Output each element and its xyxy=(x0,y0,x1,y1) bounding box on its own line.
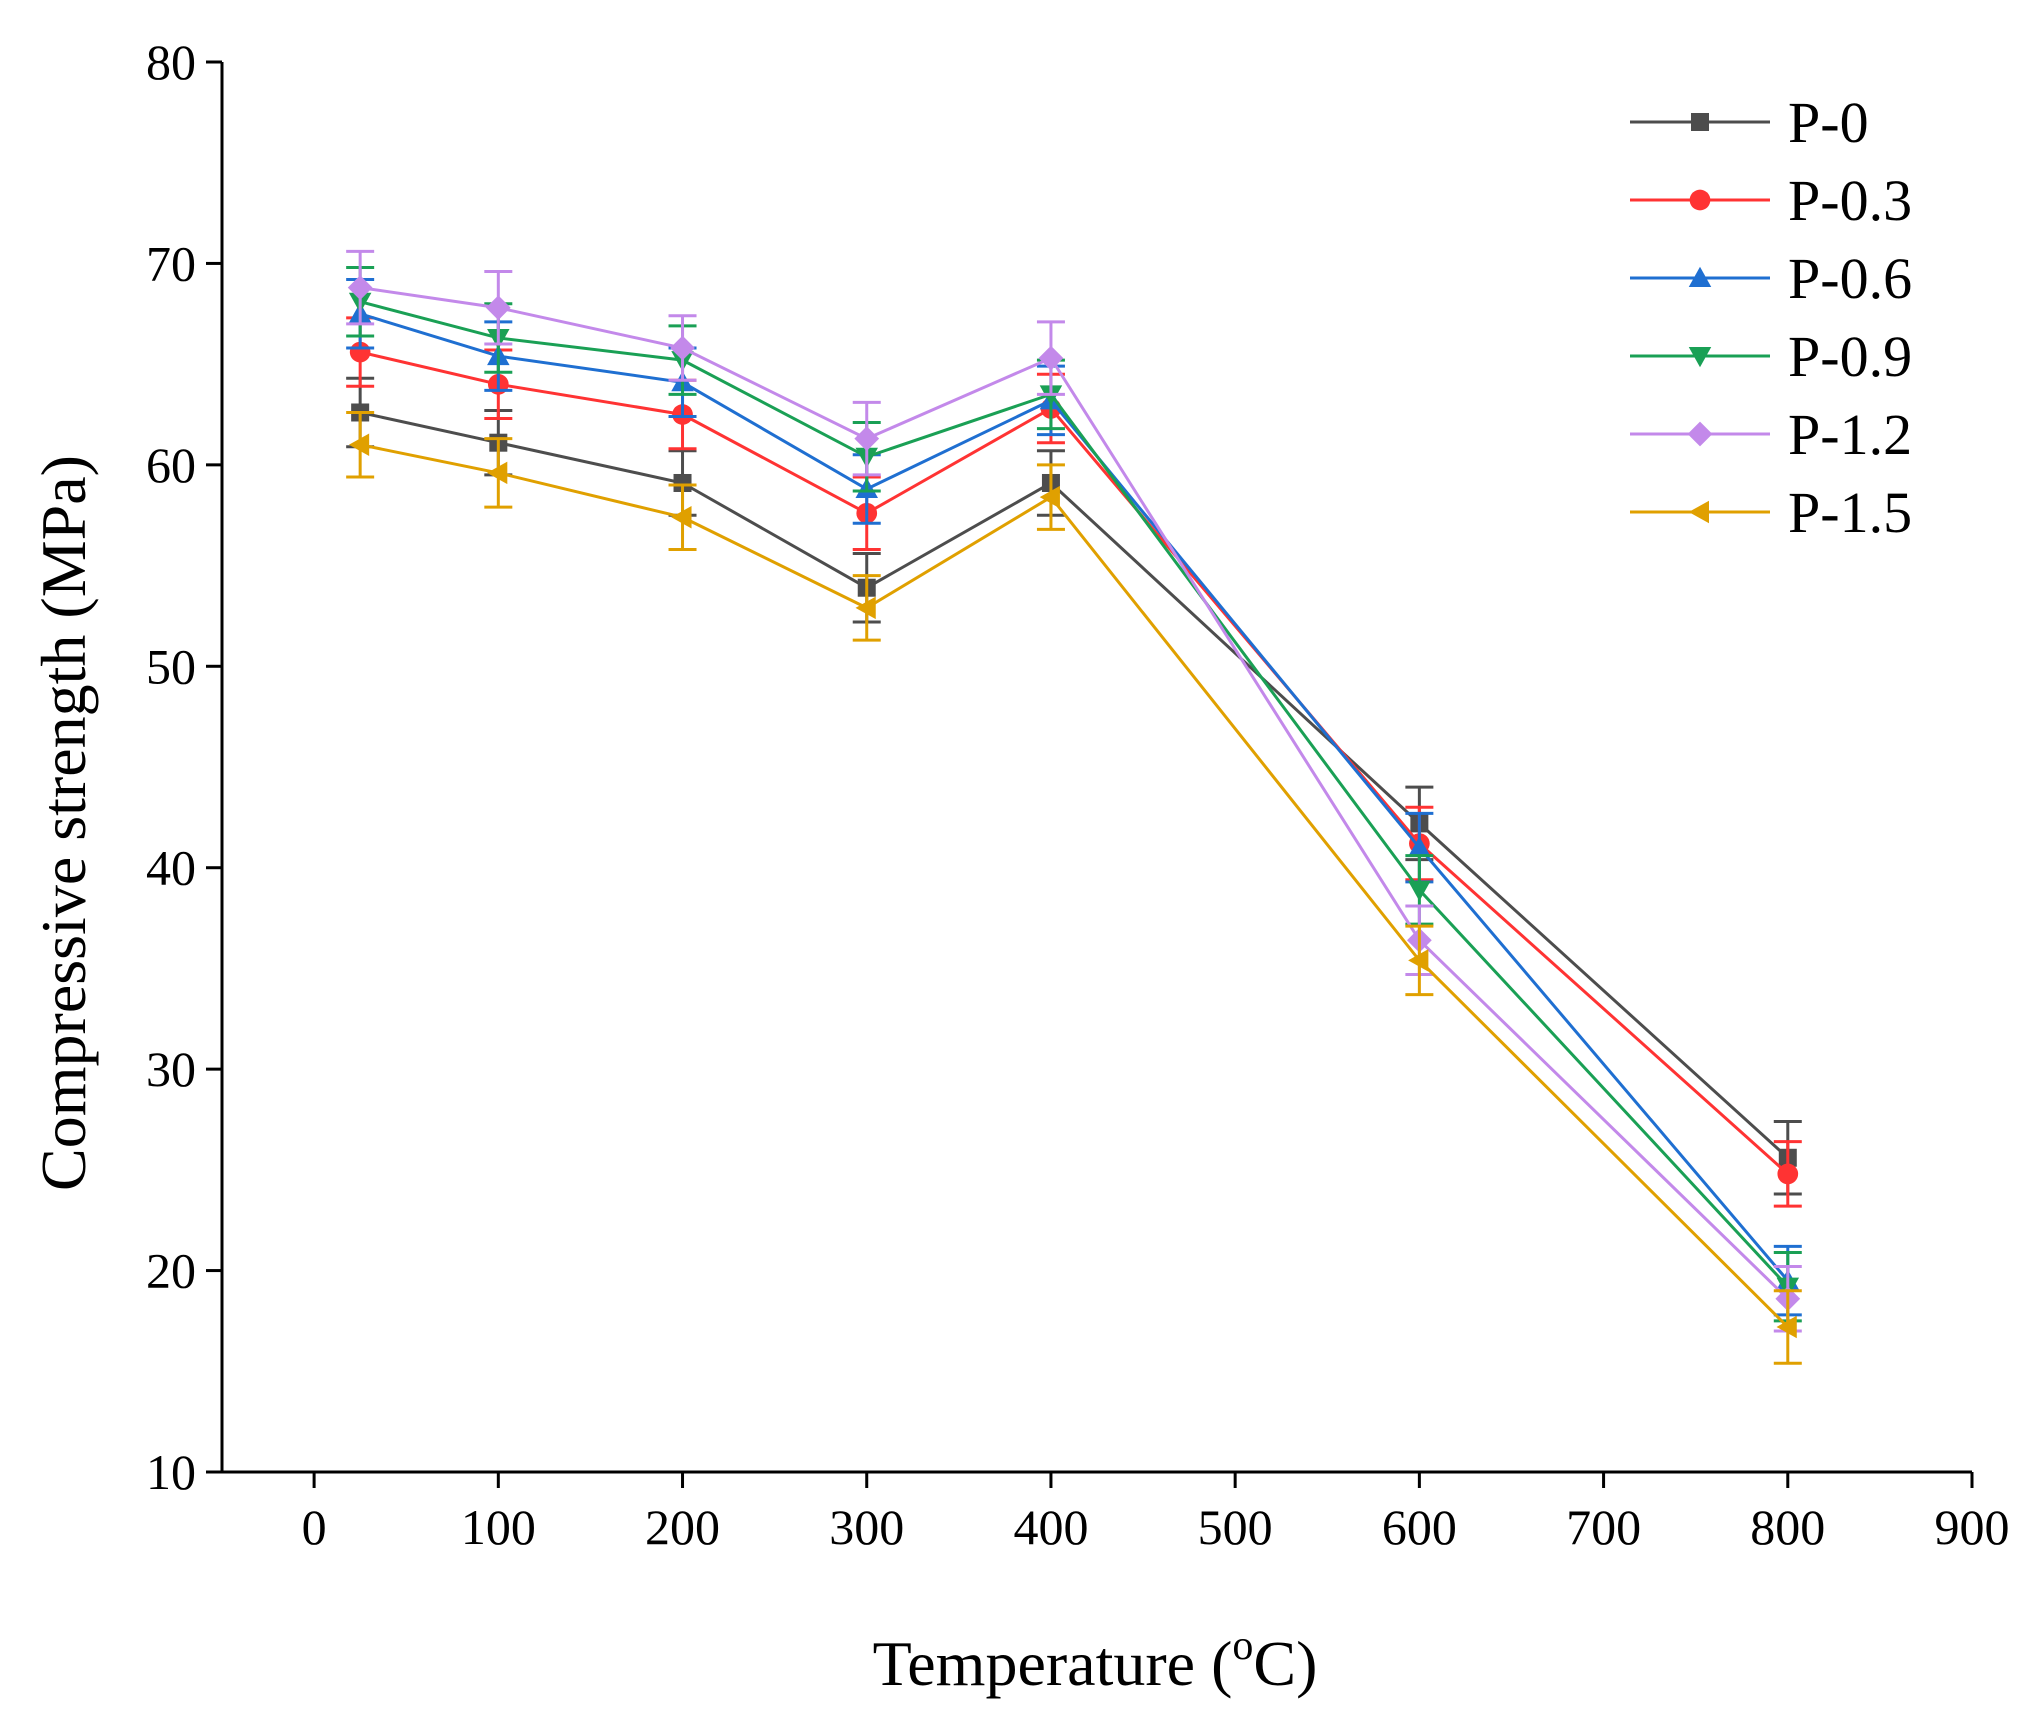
legend-item: P-0.6 xyxy=(1630,246,1912,311)
data-point xyxy=(673,473,692,492)
legend: P-0 P-0.3 P-0.6 P-0.9 P-1.2 P-1.5 xyxy=(1630,90,1912,545)
data-point xyxy=(1408,836,1431,857)
series-line xyxy=(359,443,1789,1329)
x-tick-label: 900 xyxy=(1935,1499,2010,1555)
data-point xyxy=(1777,1163,1799,1185)
y-tick-label: 70 xyxy=(146,235,196,291)
legend-item: P-0.3 xyxy=(1630,168,1912,233)
series-line xyxy=(359,286,1789,1300)
data-point xyxy=(487,461,508,485)
legend-label: P-0.9 xyxy=(1788,324,1912,389)
legend-marker xyxy=(1691,113,1709,131)
x-axis-title-sup: o xyxy=(1232,1623,1253,1669)
data-point xyxy=(854,426,880,452)
legend-item: P-1.2 xyxy=(1630,402,1912,467)
legend-marker xyxy=(1688,347,1712,368)
series-P-1.2 xyxy=(346,249,1802,1333)
legend-label: P-1.2 xyxy=(1788,402,1912,467)
data-point xyxy=(347,275,373,300)
data-point xyxy=(1038,345,1064,371)
series-P-0.9 xyxy=(346,265,1802,1323)
data-point xyxy=(671,505,692,529)
axes: 0 100 200 300 400 500 600 700 800 900 10 20 30 40 50 60… xyxy=(146,34,2010,1555)
x-tick-label: 600 xyxy=(1382,1499,1457,1555)
legend-label: P-1.5 xyxy=(1788,480,1912,545)
data-point xyxy=(1408,880,1431,902)
series-line xyxy=(359,350,1789,1176)
legend-label: P-0 xyxy=(1788,90,1869,155)
data-point xyxy=(348,433,370,456)
x-tick-label: 0 xyxy=(302,1499,327,1555)
data-point xyxy=(485,295,511,321)
y-tick-label: 10 xyxy=(146,1444,196,1500)
data-point xyxy=(670,335,695,361)
x-tick-label: 100 xyxy=(461,1499,536,1555)
legend-label: P-0.6 xyxy=(1788,246,1912,311)
x-axis-title: Temperature (oC) xyxy=(873,1623,1318,1699)
series-P-0.3 xyxy=(346,316,1802,1208)
x-tick-label: 200 xyxy=(645,1499,720,1555)
y-tick-label: 60 xyxy=(146,437,196,493)
y-tick-label: 20 xyxy=(146,1243,196,1299)
legend-marker xyxy=(1687,421,1713,447)
y-tick-label: 80 xyxy=(146,34,196,90)
data-point xyxy=(1408,949,1429,972)
legend-label: P-0.3 xyxy=(1788,168,1912,233)
series-P-1.5 xyxy=(346,410,1802,1365)
x-tick-label: 800 xyxy=(1750,1499,1825,1555)
series-line xyxy=(359,300,1789,1288)
x-tick-label: 400 xyxy=(1013,1499,1088,1555)
y-tick-label: 50 xyxy=(146,638,196,694)
x-tick-label: 300 xyxy=(829,1499,904,1555)
series-layer xyxy=(346,249,1802,1365)
data-point xyxy=(855,596,876,620)
legend-marker xyxy=(1688,266,1712,287)
legend-marker xyxy=(1688,500,1709,524)
x-tick-label: 500 xyxy=(1198,1499,1273,1555)
data-point xyxy=(1776,1315,1797,1339)
y-axis-title: Compressive strength (MPa) xyxy=(28,455,99,1191)
x-axis-title-main: Temperature ( xyxy=(873,1628,1233,1699)
y-tick-label: 30 xyxy=(146,1041,196,1097)
legend-item: P-0.9 xyxy=(1630,324,1912,389)
legend-item: P-1.5 xyxy=(1630,480,1912,545)
data-point xyxy=(1039,485,1060,509)
x-tick-label: 700 xyxy=(1566,1499,1641,1555)
legend-marker xyxy=(1689,189,1711,211)
y-tick-label: 40 xyxy=(146,840,196,896)
legend-item: P-0 xyxy=(1630,90,1869,155)
series-P-0 xyxy=(346,376,1802,1196)
x-axis-title-end: C) xyxy=(1253,1628,1317,1699)
